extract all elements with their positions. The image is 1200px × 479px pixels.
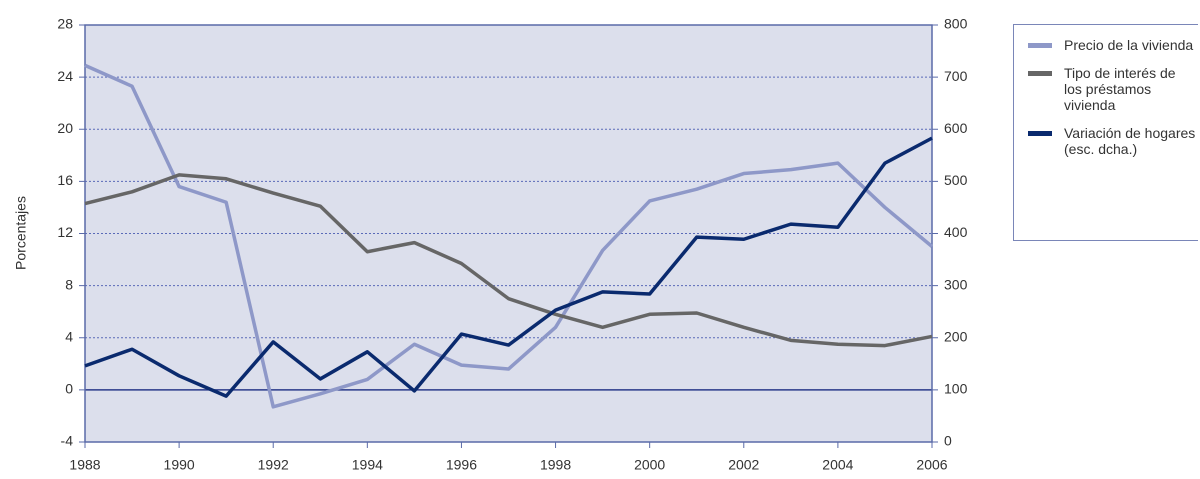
y2-tick-label: 300 xyxy=(944,276,968,292)
y2-tick-label: 100 xyxy=(944,381,968,397)
legend-swatch xyxy=(1028,43,1052,48)
series-line xyxy=(84,63,934,409)
y2-tick-label: 800 xyxy=(944,16,968,32)
y-tick-label: 8 xyxy=(65,276,73,292)
legend-item: Tipo de interés de los préstamos viviend… xyxy=(1028,65,1198,113)
y-tick-label: 0 xyxy=(65,381,73,397)
legend-item: Variación de hogares (esc. dcha.) xyxy=(1028,125,1198,157)
series-line xyxy=(84,173,933,348)
legend-label: Tipo de interés de los préstamos viviend… xyxy=(1064,65,1176,113)
y-tick-label: 28 xyxy=(57,16,73,32)
legend-item: Precio de la vivienda xyxy=(1028,37,1198,53)
y2-tick-label: 500 xyxy=(944,172,968,188)
y2-tick-label: 700 xyxy=(944,68,968,84)
y2-tick-label: 0 xyxy=(944,433,952,449)
legend-label: Precio de la vivienda xyxy=(1064,37,1194,53)
chart: Porcentajes -4 0 4 8 12 16 20 24 28 0 100 200 300 400… xyxy=(13,16,968,473)
legend: Precio de la vivienda Tipo de interés de … xyxy=(1013,24,1198,241)
plot-border xyxy=(84,24,933,443)
x-tick-label: 2004 xyxy=(822,457,853,473)
y2-tick-label: 200 xyxy=(944,328,968,344)
x-tick-label: 2002 xyxy=(728,457,759,473)
x-tick-label: 2006 xyxy=(916,457,947,473)
y-tick-label: -4 xyxy=(61,433,74,449)
y-tick-label: 24 xyxy=(57,68,73,84)
x-tick-label: 1992 xyxy=(258,457,289,473)
legend-swatch xyxy=(1028,71,1052,76)
x-tick-label: 1990 xyxy=(164,457,195,473)
series-line xyxy=(84,136,933,398)
legend-label: Variación de hogares (esc. dcha.) xyxy=(1064,125,1196,157)
y-tick-label: 12 xyxy=(57,224,73,240)
x-tick-label: 1988 xyxy=(69,457,100,473)
x-tick-label: 2000 xyxy=(634,457,665,473)
x-tick-label: 1998 xyxy=(540,457,571,473)
y2-tick-label: 400 xyxy=(944,224,968,240)
x-tick-label: 1996 xyxy=(446,457,477,473)
legend-swatch xyxy=(1028,131,1052,136)
plot-area xyxy=(85,25,932,442)
y-tick-label: 20 xyxy=(57,120,73,136)
x-tick-label: 1994 xyxy=(352,457,383,473)
y-tick-label: 4 xyxy=(65,328,73,344)
y2-tick-label: 600 xyxy=(944,120,968,136)
y-axis-label: Porcentajes xyxy=(13,196,29,270)
y-tick-label: 16 xyxy=(57,172,73,188)
